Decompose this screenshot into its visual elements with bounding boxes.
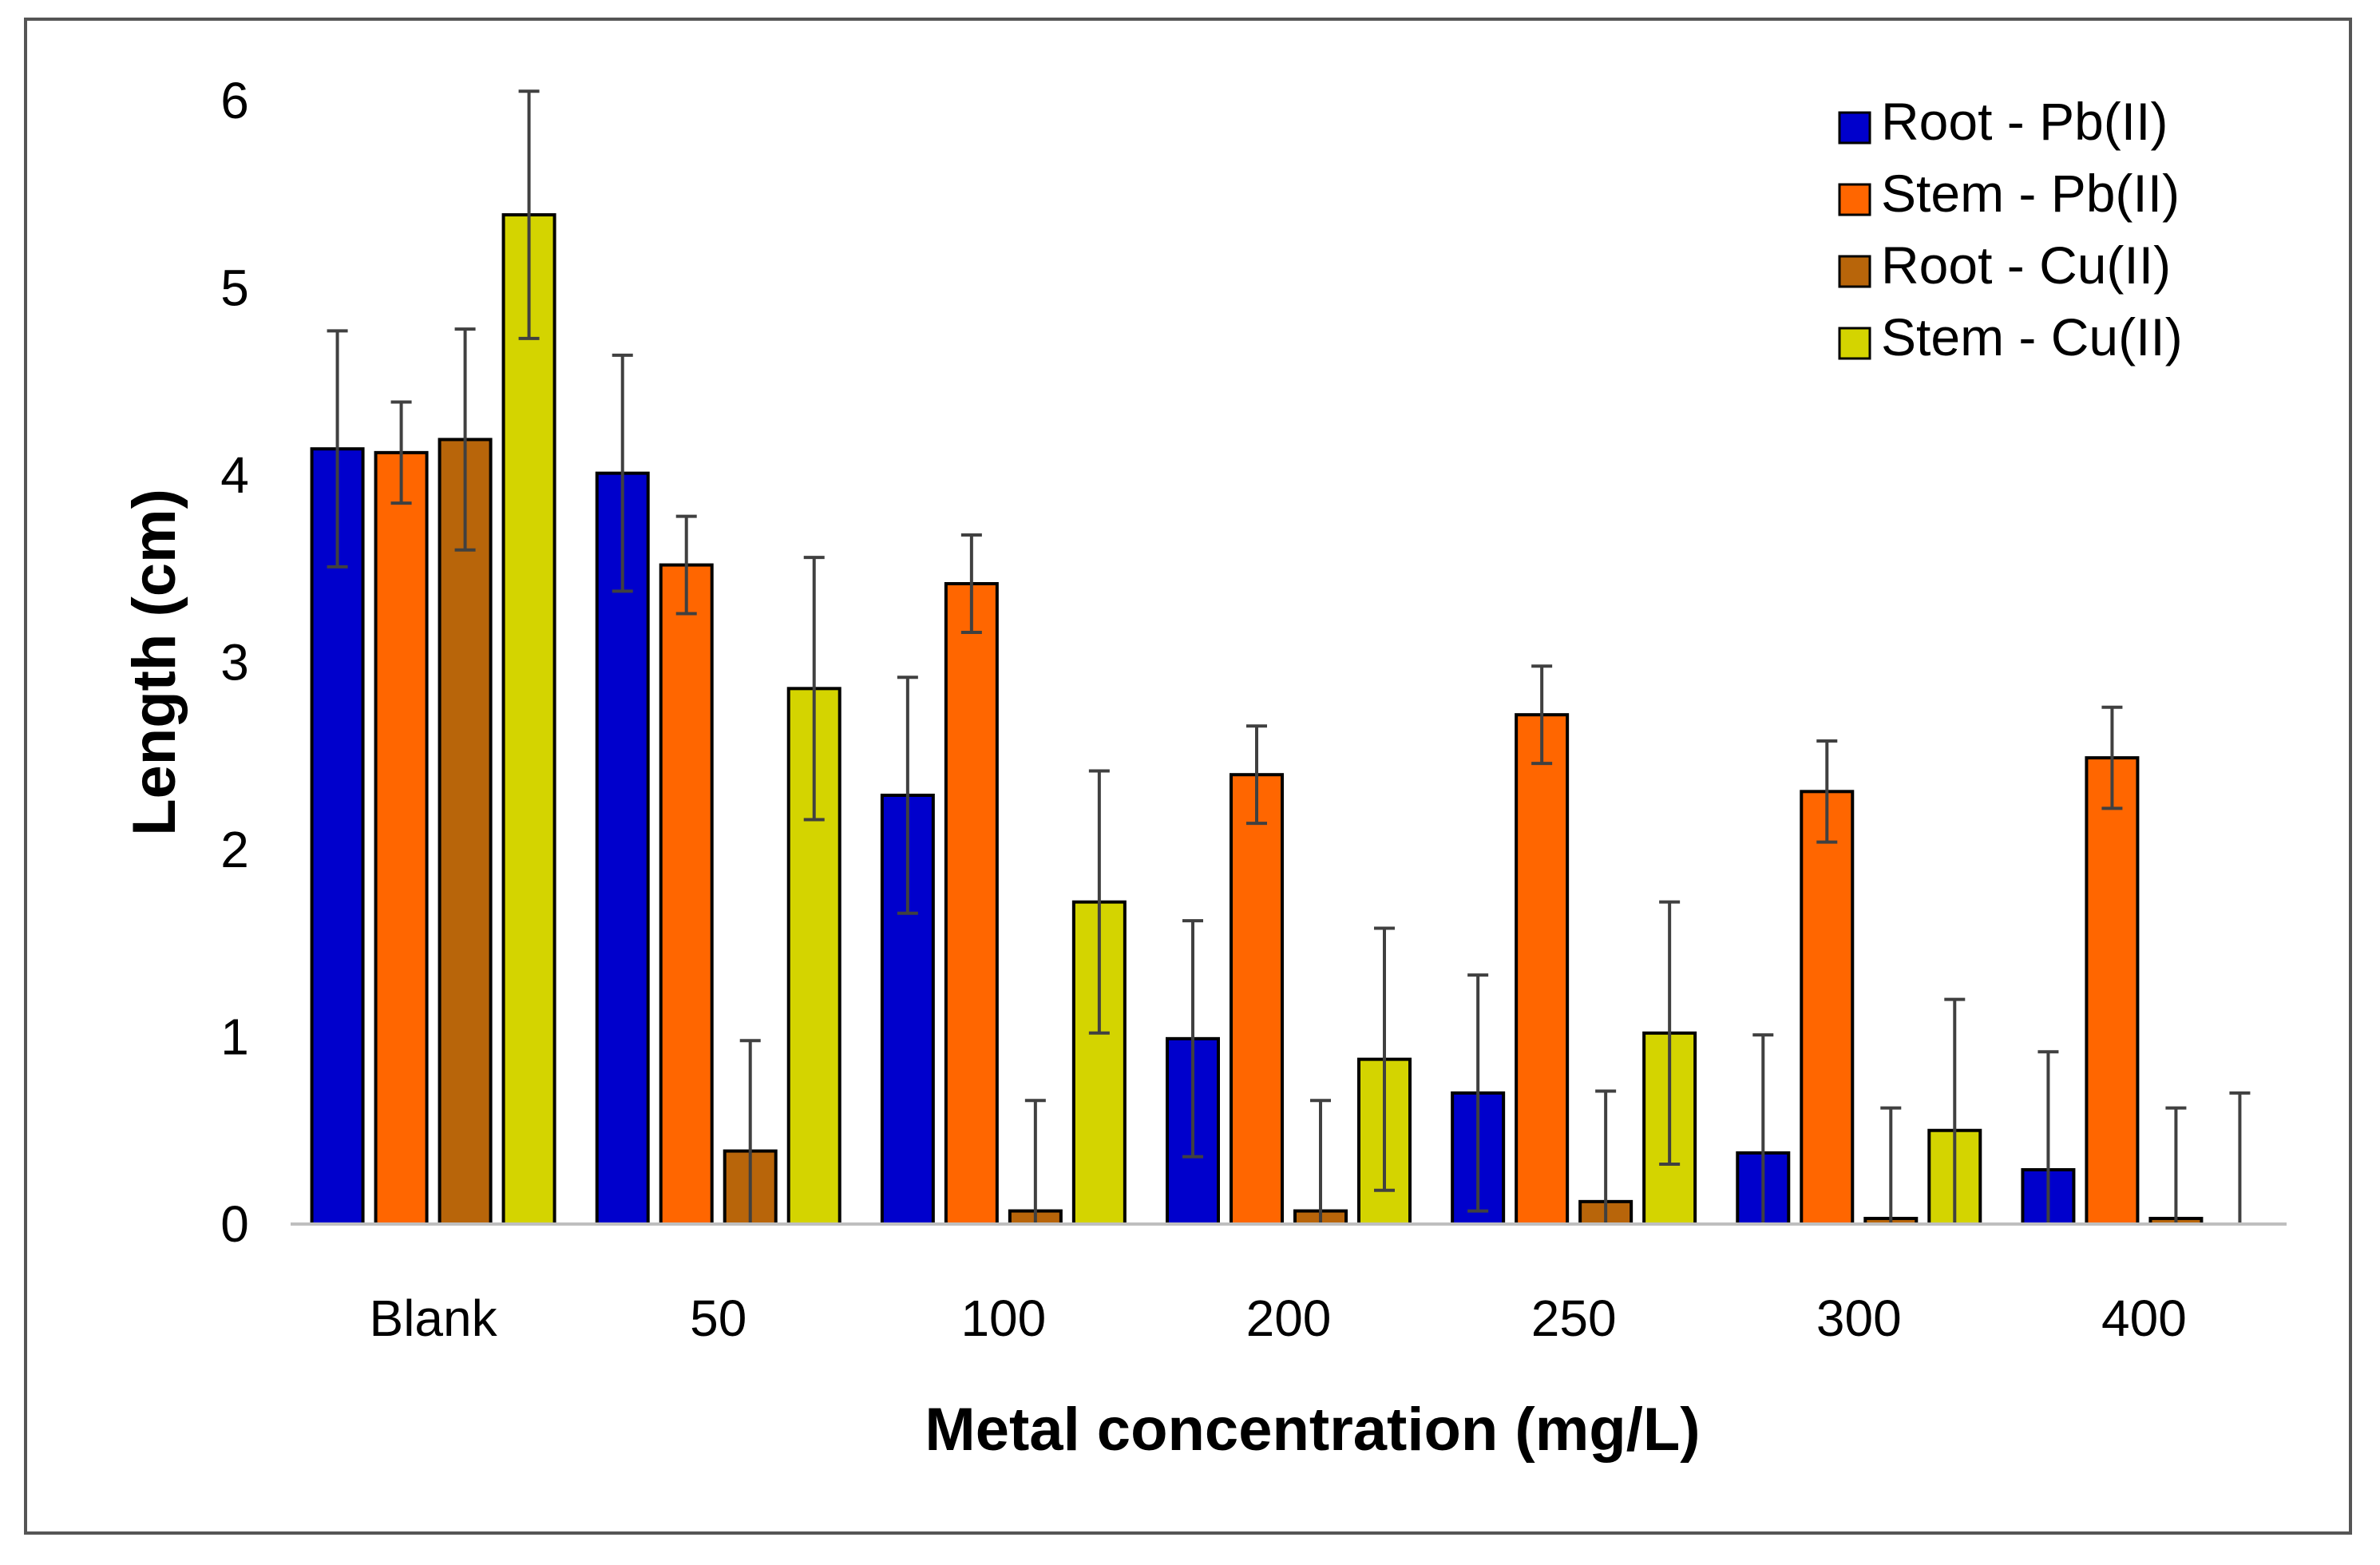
- bar-1-1: [310, 447, 365, 1226]
- x-tick-label: 250: [1531, 1290, 1617, 1347]
- error-bar-2-6: [1816, 739, 1838, 844]
- bar-3-1: [438, 438, 493, 1226]
- bar-4-1: [501, 213, 556, 1226]
- error-bar-2-3: [960, 533, 982, 634]
- error-bar-1-3: [897, 676, 918, 915]
- error-bar-3-7: [2165, 1106, 2187, 1226]
- bar-2-2: [659, 563, 714, 1226]
- legend-swatch: [1838, 111, 1871, 145]
- legend-label: Root - Cu(II): [1881, 236, 2171, 295]
- y-tick-labels: 0 1 2 3 4 5 6: [220, 72, 249, 1253]
- x-tick-label: 400: [2101, 1290, 2187, 1347]
- x-tick-label: 200: [1246, 1290, 1332, 1347]
- x-tick-label: Blank: [370, 1290, 498, 1347]
- bar-2-7: [2085, 756, 2140, 1226]
- legend-swatch: [1838, 255, 1871, 288]
- error-bar-2-2: [675, 514, 697, 616]
- error-bar-4-3: [1088, 769, 1110, 1035]
- error-bar-4-7: [2229, 1091, 2251, 1226]
- y-tick-label: 5: [220, 260, 249, 317]
- bar-2-4: [1230, 773, 1284, 1226]
- legend-item-4: Stem - Cu(II): [1838, 307, 2183, 366]
- error-bar-4-1: [518, 89, 540, 340]
- x-tick-label: 100: [960, 1290, 1046, 1347]
- error-bar-2-1: [390, 400, 412, 505]
- bar-2-6: [1800, 790, 1855, 1226]
- legend-swatch: [1838, 327, 1871, 360]
- error-bar-1-1: [327, 329, 348, 569]
- error-bar-3-4: [1310, 1099, 1331, 1226]
- error-bar-4-4: [1374, 926, 1395, 1192]
- x-tick-labels: Blank 50 100 200 250 300 400: [370, 1290, 2187, 1347]
- y-tick-label: 2: [220, 821, 249, 878]
- bar-chart: 0 1 2 3 4 5 6 Blank 50 100 200 250 300 400 Length (c…: [121, 72, 2287, 1464]
- error-bar-2-4: [1246, 724, 1267, 826]
- legend-swatch: [1838, 183, 1871, 216]
- error-bar-4-5: [1659, 900, 1681, 1166]
- chart-frame: 0 1 2 3 4 5 6 Blank 50 100 200 250 300 400 Length (c…: [24, 18, 2352, 1535]
- x-tick-label: 50: [690, 1290, 746, 1347]
- error-bar-1-4: [1182, 919, 1203, 1159]
- y-axis-title: Length (cm): [121, 489, 188, 836]
- legend: Root - Pb(II) Stem - Pb(II) Root - Cu(II) S…: [1838, 92, 2183, 366]
- error-bar-3-1: [454, 327, 476, 552]
- y-tick-label: 3: [220, 634, 249, 691]
- y-tick-label: 6: [220, 72, 249, 129]
- y-tick-label: 4: [220, 446, 249, 504]
- y-tick-label: 1: [220, 1008, 249, 1066]
- error-bar-1-5: [1467, 973, 1489, 1213]
- legend-item-3: Root - Cu(II): [1838, 236, 2171, 295]
- legend-label: Stem - Cu(II): [1881, 307, 2183, 366]
- y-tick-label: 0: [220, 1195, 249, 1253]
- bar-2-1: [374, 450, 429, 1226]
- error-bar-2-5: [1531, 664, 1553, 766]
- error-bar-2-7: [2101, 705, 2123, 810]
- error-bar-3-3: [1024, 1099, 1046, 1226]
- error-bar-4-2: [803, 556, 825, 822]
- x-axis-title: Metal concentration (mg/L): [925, 1396, 1700, 1464]
- legend-item-2: Stem - Pb(II): [1838, 164, 2180, 223]
- legend-label: Root - Pb(II): [1881, 92, 2168, 151]
- error-bar-1-2: [612, 353, 633, 593]
- legend-label: Stem - Pb(II): [1881, 164, 2180, 223]
- legend-item-1: Root - Pb(II): [1838, 92, 2168, 151]
- bar-2-5: [1515, 713, 1570, 1226]
- error-bar-3-6: [1880, 1106, 1902, 1226]
- x-tick-label: 300: [1816, 1290, 1902, 1347]
- bar-2-3: [944, 582, 999, 1226]
